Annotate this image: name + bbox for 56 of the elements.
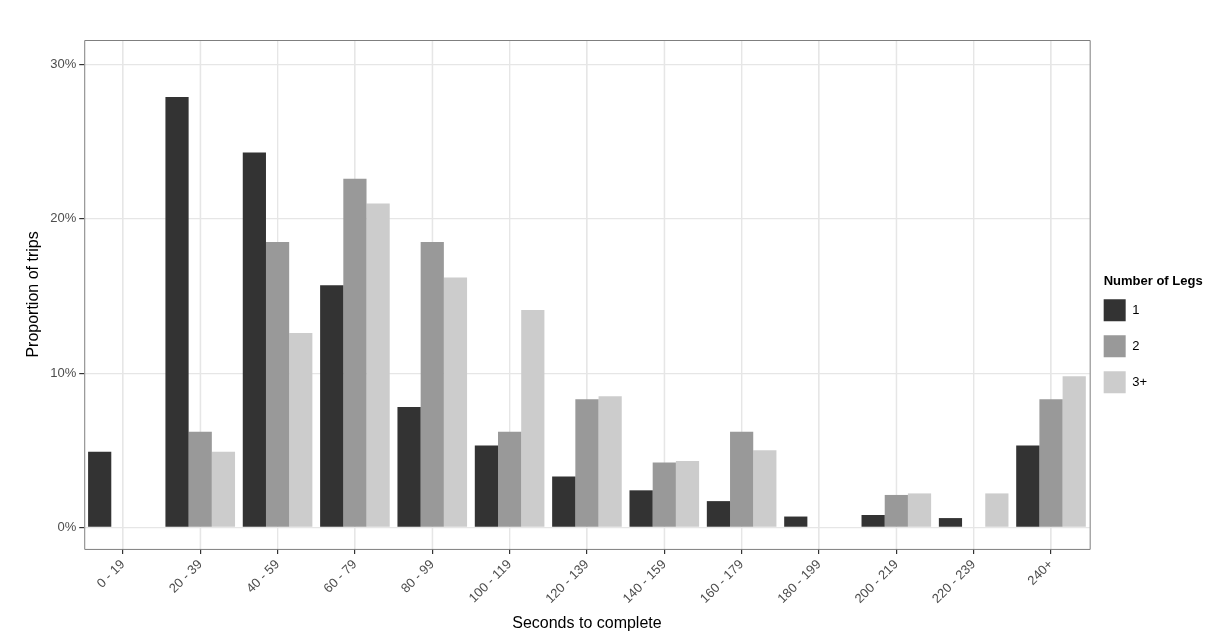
bar [343, 178, 367, 527]
bar [907, 493, 932, 527]
bar [598, 396, 622, 527]
bar [629, 490, 653, 527]
bar [861, 515, 885, 527]
bar [211, 451, 236, 527]
x-tick-label: 120 - 139 [542, 556, 592, 606]
bar [188, 431, 212, 527]
bar [938, 518, 963, 527]
bar [985, 493, 1009, 527]
bar [884, 494, 908, 527]
bar [498, 431, 522, 527]
bar [320, 285, 344, 527]
bar [675, 461, 700, 527]
bar [397, 407, 421, 527]
bar [265, 242, 290, 527]
y-axis-title: Proportion of trips [24, 231, 42, 358]
x-tick-label: 100 - 119 [465, 556, 515, 606]
bar [730, 431, 754, 527]
x-tick-label: 0 - 19 [93, 556, 128, 591]
x-tick-label: 20 - 39 [165, 556, 205, 596]
bar [420, 242, 444, 527]
bar [706, 501, 731, 527]
legend-title: Number of Legs [1103, 273, 1203, 289]
bar [1039, 399, 1063, 527]
bar [165, 97, 189, 527]
x-tick-label: 180 - 199 [774, 556, 824, 606]
bar [88, 451, 112, 527]
bar [753, 450, 777, 527]
x-tick-label: 60 - 79 [320, 556, 360, 596]
y-tick-label: 30% [50, 56, 77, 72]
x-tick-label: 200 - 219 [851, 556, 901, 606]
x-tick-label: 220 - 239 [928, 556, 979, 606]
x-tick-label: 80 - 99 [397, 556, 437, 596]
bar [474, 445, 498, 527]
x-tick-label: 140 - 159 [619, 556, 669, 606]
bar [784, 516, 808, 527]
x-tick-label: 160 - 179 [696, 556, 747, 606]
bar [521, 309, 545, 527]
bar [289, 333, 313, 527]
bar [575, 399, 599, 527]
bar [366, 203, 390, 527]
x-axis-title: Seconds to complete [512, 613, 662, 631]
bar [1062, 376, 1086, 527]
y-tick-label: 10% [50, 364, 77, 380]
bar [552, 476, 576, 527]
legend-label: 3+ [1132, 373, 1148, 389]
legend-label: 1 [1132, 301, 1140, 317]
bar [652, 462, 676, 527]
legend-label: 2 [1132, 337, 1140, 353]
bar [443, 277, 468, 527]
x-tick-label: 40 - 59 [242, 556, 283, 596]
bar [242, 152, 266, 527]
y-tick-label: 20% [50, 210, 77, 226]
y-tick-label: 0% [57, 518, 77, 534]
bar [1016, 445, 1040, 527]
